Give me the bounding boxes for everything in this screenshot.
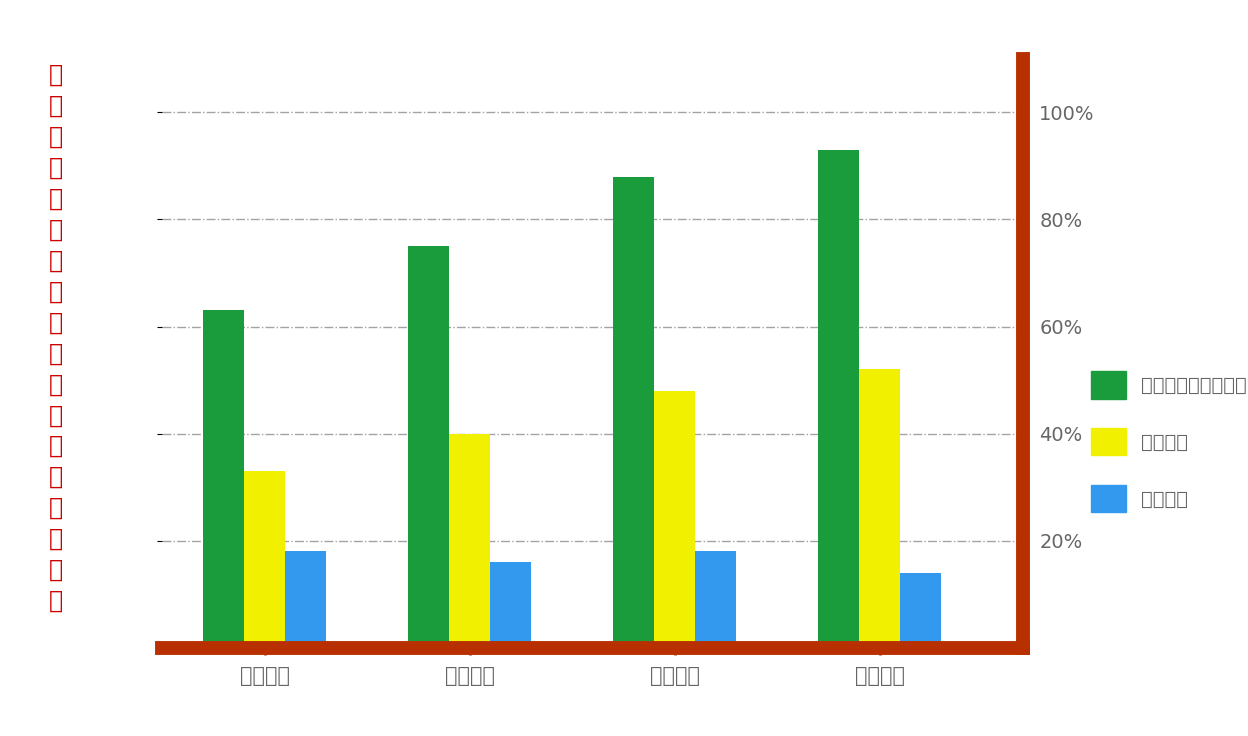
Text: 易: 易 [49,63,64,86]
Text: 的: 的 [49,372,64,396]
Text: 健: 健 [49,279,64,303]
Text: 市: 市 [49,403,64,428]
Bar [245,471,286,648]
Text: 场: 场 [49,434,64,459]
Bar [408,247,449,648]
Text: 率: 率 [49,590,64,613]
Text: 额: 额 [49,496,64,520]
Text: 行: 行 [49,311,64,334]
Text: 业: 业 [49,342,64,365]
Bar [286,551,326,648]
Text: 有: 有 [49,558,64,582]
Bar [900,573,941,648]
Text: 占: 占 [49,527,64,551]
Legend: 易视界（一线品牌）, 二线品牌, 三线品牌: 易视界（一线品牌）, 二线品牌, 三线品牌 [1083,364,1248,520]
Bar [695,551,736,648]
Text: 视: 视 [49,186,64,210]
Text: 界: 界 [49,124,64,149]
Text: 视: 视 [49,93,64,117]
Bar [860,369,900,648]
Bar [449,434,490,648]
Bar [819,150,860,648]
Bar [490,562,532,648]
Bar [613,177,654,648]
Text: 保: 保 [49,248,64,272]
Bar [654,391,695,648]
Bar [203,311,245,648]
Text: 份: 份 [49,465,64,489]
Text: 在: 在 [49,155,64,180]
Text: 力: 力 [49,217,64,241]
